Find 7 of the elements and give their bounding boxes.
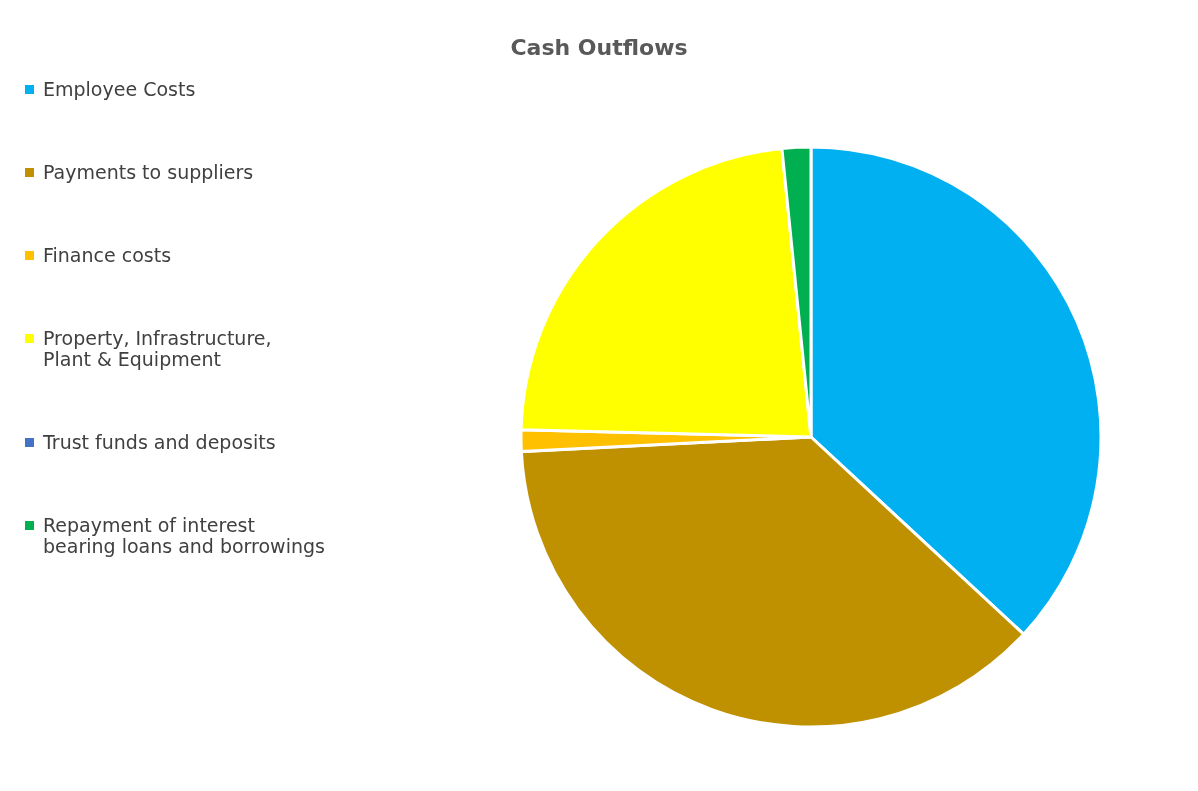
legend-label: Property, Infrastructure, Plant & Equipment [43, 326, 272, 370]
legend-label: Trust funds and deposits [42, 430, 276, 453]
chart-title: Cash Outflows [510, 35, 688, 60]
legend-label: Repayment of interest bearing loans and borrowings [43, 513, 325, 557]
legend-label: Finance costs [43, 243, 172, 266]
legend-label: Payments to suppliers [43, 160, 254, 183]
legend-label: Employee Costs [43, 77, 196, 100]
